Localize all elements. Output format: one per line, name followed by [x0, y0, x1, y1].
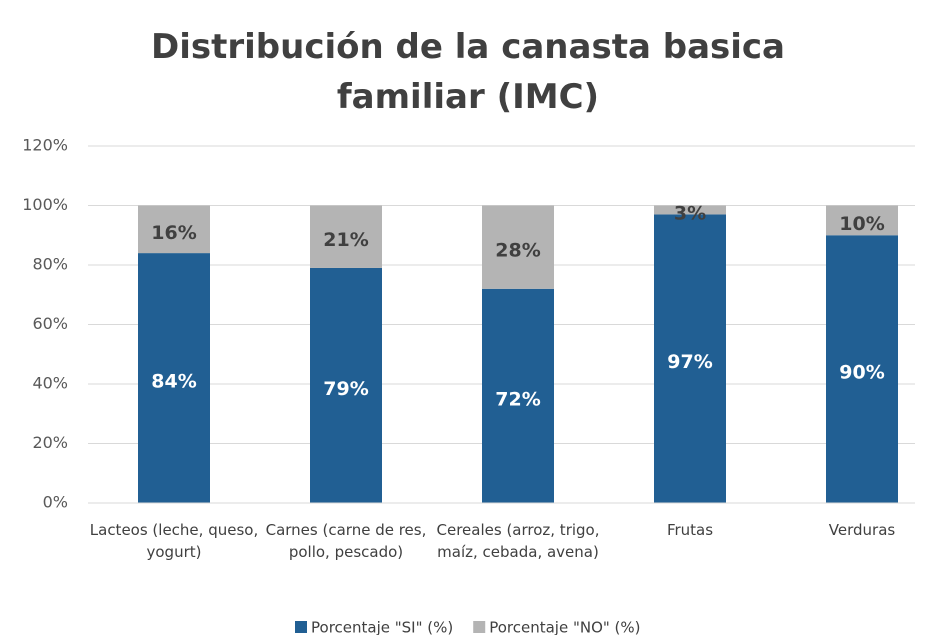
- chart-title: Distribución de la canasta basica famili…: [151, 27, 785, 117]
- data-label: 79%: [323, 378, 368, 400]
- y-tick-label: 60%: [32, 314, 68, 333]
- bar-segment: [482, 288, 554, 503]
- bar-segment: [482, 205, 554, 289]
- x-tick-label-box: Lacteos (leche, queso, yogurt): [89, 521, 259, 561]
- y-tick-label: 40%: [32, 374, 68, 393]
- data-label: 10%: [839, 213, 884, 235]
- y-tick-label: 0%: [43, 493, 68, 512]
- x-tick-label: Cereales (arroz, trigo, maíz, cebada, av…: [436, 521, 600, 561]
- bar-segment: [138, 253, 210, 503]
- x-tick-label-box: Cereales (arroz, trigo, maíz, cebada, av…: [436, 521, 600, 561]
- x-tick-label: Frutas: [666, 521, 714, 539]
- bar-segment: [654, 214, 726, 504]
- data-label: 21%: [323, 229, 368, 251]
- legend-label: Porcentaje "NO" (%): [489, 619, 640, 635]
- legend-label: Porcentaje "SI" (%): [311, 619, 453, 635]
- x-tick-label: Carnes (carne de res, pollo, pescado): [265, 521, 427, 561]
- x-tick-label-box: Verduras: [828, 521, 896, 539]
- legend-swatch: [295, 621, 307, 633]
- y-tick-label: 120%: [22, 136, 68, 155]
- bar-segment: [310, 205, 382, 268]
- data-label: 28%: [495, 240, 540, 262]
- y-tick-label: 100%: [22, 195, 68, 214]
- bar-segment: [826, 235, 898, 503]
- bar-segment: [826, 205, 898, 236]
- bar-segment: [654, 205, 726, 215]
- bar-segment: [138, 205, 210, 254]
- chart-title-box: Distribución de la canasta basica famili…: [151, 27, 785, 117]
- x-tick-label-box: Carnes (carne de res, pollo, pescado): [265, 521, 427, 561]
- x-tick-label: Lacteos (leche, queso, yogurt): [89, 521, 259, 561]
- y-tick-label: 20%: [32, 433, 68, 452]
- data-label: 97%: [667, 351, 712, 373]
- data-label: 90%: [839, 362, 884, 384]
- data-label: 3%: [674, 202, 706, 224]
- data-label: 72%: [495, 388, 540, 410]
- bar-segment: [310, 267, 382, 503]
- data-label: 16%: [151, 222, 196, 244]
- y-tick-label: 80%: [32, 255, 68, 274]
- x-tick-label: Verduras: [828, 521, 896, 539]
- x-tick-label-box: Frutas: [666, 521, 714, 539]
- legend-swatch: [473, 621, 486, 633]
- data-label: 84%: [151, 371, 196, 393]
